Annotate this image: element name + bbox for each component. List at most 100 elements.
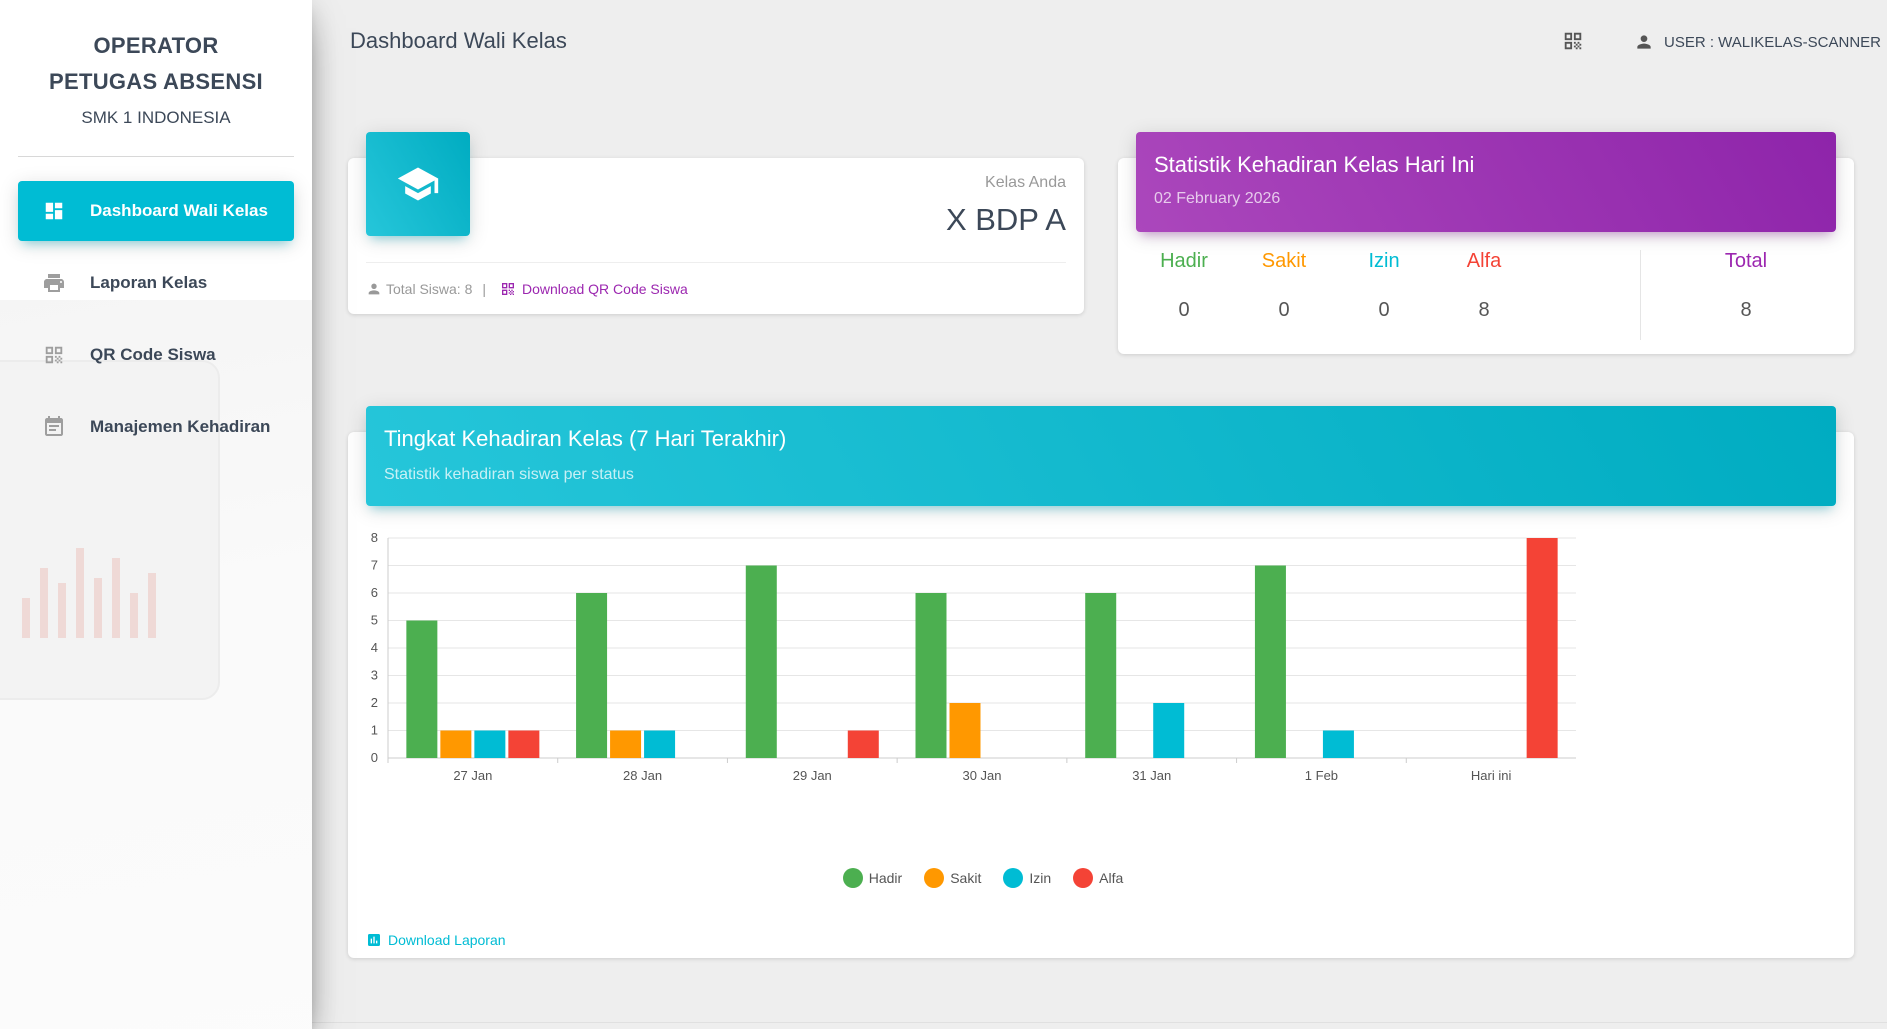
bar-hadir: [915, 593, 947, 758]
bar-hadir: [745, 565, 777, 758]
brand-divider: [18, 156, 294, 157]
brand-title-line1: OPERATOR: [93, 33, 219, 58]
download-laporan-label: Download Laporan: [388, 932, 506, 948]
chart-card-header: Tingkat Kehadiran Kelas (7 Hari Terakhir…: [366, 406, 1836, 506]
sidebar-item-manajemen-kehadiran[interactable]: Manajemen Kehadiran: [18, 397, 294, 457]
download-qr-link[interactable]: Download QR Code Siswa: [500, 281, 688, 297]
bar-izin: [644, 730, 676, 758]
x-tick-label: 1 Feb: [1305, 768, 1338, 783]
download-qr-label: Download QR Code Siswa: [522, 281, 688, 297]
x-tick-label: 28 Jan: [623, 768, 662, 783]
bar-hadir: [576, 593, 608, 758]
stats-card-header: Statistik Kehadiran Kelas Hari Ini 02 Fe…: [1136, 132, 1836, 232]
graduation-cap-icon: [397, 167, 439, 201]
stat-value: 0: [1178, 299, 1190, 321]
x-tick-label: 31 Jan: [1132, 768, 1171, 783]
bar-hadir: [406, 620, 438, 758]
user-menu[interactable]: USER : WALIKELAS-SCANNER: [1634, 32, 1881, 52]
decorative-bar: [76, 548, 84, 638]
page-title: Dashboard Wali Kelas: [350, 28, 567, 53]
decorative-bar: [112, 558, 120, 638]
qr-code-icon[interactable]: [1562, 30, 1584, 52]
calendar-icon: [42, 415, 66, 439]
chart-title: Tingkat Kehadiran Kelas (7 Hari Terakhir…: [384, 426, 787, 451]
legend-swatch: [924, 868, 945, 888]
stat-label: Alfa: [1466, 250, 1502, 272]
stat-value: 0: [1378, 299, 1390, 321]
legend-item[interactable]: Alfa: [1073, 868, 1123, 888]
user-label: USER : WALIKELAS-SCANNER: [1664, 33, 1881, 51]
legend-item[interactable]: Sakit: [924, 868, 981, 888]
bar-sakit: [440, 730, 472, 758]
stat-sakit: Sakit 0: [1224, 250, 1344, 322]
bar-izin: [474, 730, 506, 758]
stat-label: Izin: [1368, 250, 1400, 272]
legend-label: Izin: [1029, 870, 1052, 886]
y-tick-label: 2: [371, 695, 378, 710]
download-laporan-link[interactable]: Download Laporan: [366, 932, 506, 948]
stat-label: Total: [1724, 250, 1768, 272]
brand-title-line2: PETUGAS ABSENSI: [49, 69, 263, 94]
stats-date: 02 February 2026: [1154, 190, 1281, 207]
stat-total: Total 8: [1686, 250, 1806, 322]
chart-legend: Hadir Sakit Izin Alfa: [230, 868, 1736, 888]
y-tick-label: 4: [371, 640, 378, 655]
decorative-bar: [130, 593, 138, 638]
stat-value: 0: [1278, 299, 1290, 321]
legend-label: Hadir: [868, 870, 903, 886]
sidebar-item-qr-code-siswa[interactable]: QR Code Siswa: [18, 325, 294, 385]
stats-title: Statistik Kehadiran Kelas Hari Ini: [1154, 152, 1475, 177]
legend-label: Sakit: [950, 870, 982, 886]
bar-izin: [1322, 730, 1354, 758]
y-tick-label: 8: [371, 530, 378, 545]
decorative-bar: [58, 583, 66, 638]
bar-izin: [1153, 703, 1185, 758]
x-tick-label: Hari ini: [1471, 768, 1512, 783]
bar-sakit: [610, 730, 642, 758]
brand: OPERATOR PETUGAS ABSENSI SMK 1 INDONESIA: [0, 0, 312, 128]
sidebar-nav: Dashboard Wali Kelas Laporan Kelas QR Co…: [0, 181, 312, 457]
bar-hadir: [1085, 593, 1117, 758]
sidebar-item-label: Laporan Kelas: [90, 273, 208, 292]
y-tick-label: 1: [371, 723, 378, 738]
dashboard-icon: [42, 199, 66, 223]
x-tick-label: 30 Jan: [962, 768, 1001, 783]
bar-alfa: [847, 730, 879, 758]
stat-label: Sakit: [1261, 250, 1307, 272]
chart-subtitle: Statistik kehadiran siswa per status: [384, 466, 634, 483]
legend-item[interactable]: Hadir: [842, 868, 903, 888]
legend-label: Alfa: [1099, 870, 1124, 886]
chart-card: Tingkat Kehadiran Kelas (7 Hari Terakhir…: [348, 406, 1854, 958]
stat-value: 8: [1740, 299, 1752, 321]
bar-alfa: [508, 730, 540, 758]
footer-divider: [312, 1022, 1887, 1023]
sidebar-item-label: Dashboard Wali Kelas: [90, 201, 268, 220]
x-tick-label: 27 Jan: [453, 768, 492, 783]
sidebar-item-laporan-kelas[interactable]: Laporan Kelas: [18, 253, 294, 313]
y-tick-label: 5: [371, 613, 378, 628]
brand-school-name: SMK 1 INDONESIA: [81, 108, 231, 127]
sidebar-background-tablet: [0, 360, 220, 700]
class-name: X BDP A: [945, 202, 1066, 237]
stat-alfa: Alfa 8: [1424, 250, 1544, 322]
y-tick-label: 3: [371, 668, 378, 683]
printer-icon: [42, 271, 66, 295]
person-icon: [368, 283, 380, 295]
decorative-bar: [22, 598, 30, 638]
total-siswa: Total Siswa: 8: [386, 281, 473, 297]
stat-izin: Izin 0: [1324, 250, 1444, 322]
decorative-bar: [94, 578, 102, 638]
bar-hadir: [1254, 565, 1286, 758]
sidebar-item-dashboard[interactable]: Dashboard Wali Kelas: [18, 181, 294, 241]
stats-card: Statistik Kehadiran Kelas Hari Ini 02 Fe…: [1118, 132, 1854, 354]
bar-alfa: [1526, 538, 1558, 758]
qr-code-icon: [42, 343, 66, 367]
class-icon-tile: [366, 132, 470, 236]
main-panel: Dashboard Wali Kelas USER : WALIKELAS-SC…: [312, 0, 1887, 1029]
legend-item[interactable]: Izin: [1003, 868, 1051, 888]
y-tick-label: 0: [371, 750, 378, 765]
legend-swatch: [1073, 868, 1094, 888]
qr-code-icon: [502, 283, 515, 295]
sidebar: OPERATOR PETUGAS ABSENSI SMK 1 INDONESIA…: [0, 0, 312, 1029]
legend-swatch: [1003, 868, 1024, 888]
